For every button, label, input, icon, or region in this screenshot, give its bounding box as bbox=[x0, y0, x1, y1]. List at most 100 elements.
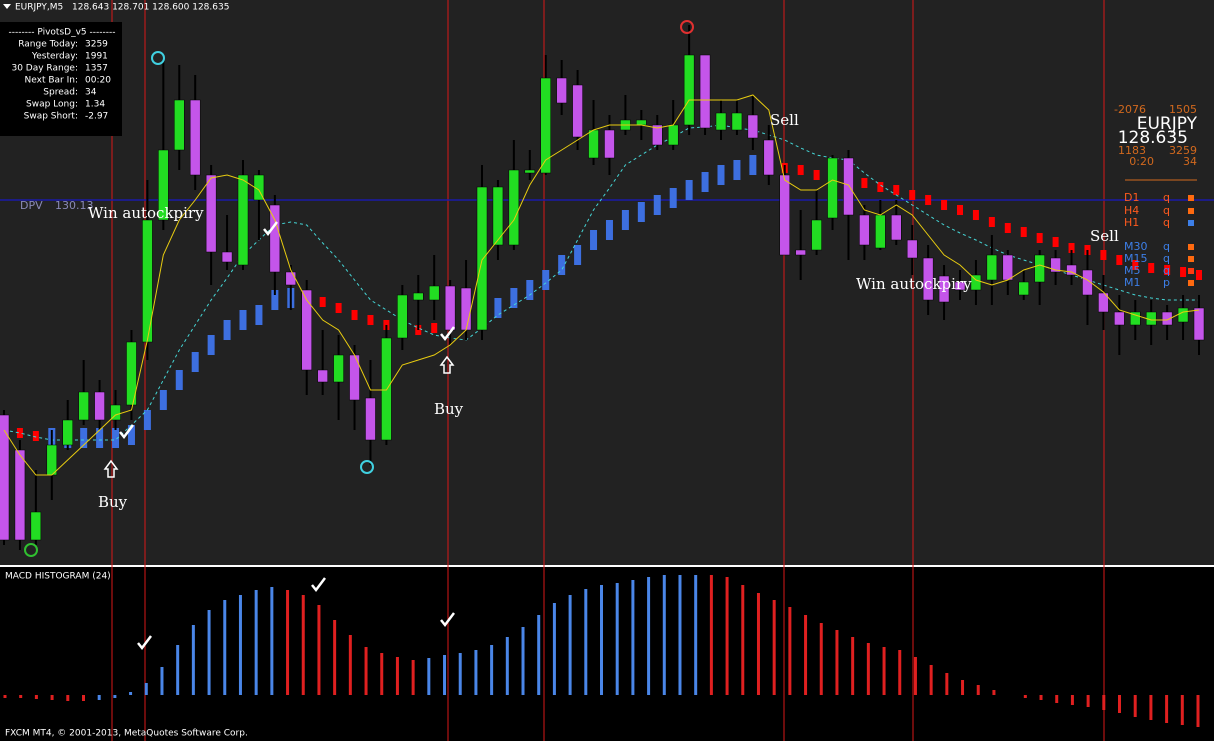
pivot-value: 1991 bbox=[85, 52, 108, 62]
buy-label: Buy bbox=[434, 400, 464, 418]
trend-block bbox=[542, 270, 550, 290]
sell-label: Sell bbox=[770, 111, 799, 129]
slow-line bbox=[3, 124, 1199, 441]
info-spread: 34 bbox=[1183, 155, 1197, 168]
timeframe-box bbox=[1188, 268, 1194, 274]
symbol: EURJPY,M5 bbox=[15, 3, 63, 13]
candle-body bbox=[811, 219, 822, 251]
candle-body bbox=[158, 149, 169, 221]
pivot-label: Spread: bbox=[43, 88, 78, 98]
sell-label: Sell bbox=[1090, 227, 1119, 245]
checkmark bbox=[440, 326, 455, 342]
candle-body bbox=[875, 214, 886, 249]
signal-circle bbox=[24, 543, 38, 557]
trend-block bbox=[255, 305, 263, 325]
trend-block bbox=[621, 210, 629, 230]
candle-body bbox=[827, 157, 838, 219]
signal-circle bbox=[680, 20, 694, 34]
candle-body bbox=[683, 54, 695, 126]
trend-block bbox=[96, 428, 104, 448]
trend-block bbox=[1036, 233, 1043, 243]
candle-body bbox=[0, 414, 10, 541]
timeframe-box bbox=[1188, 220, 1194, 226]
candle-body bbox=[556, 77, 567, 104]
timeframe-label: H1 bbox=[1124, 216, 1139, 229]
info-value: -2076 bbox=[1114, 103, 1146, 116]
candle-body bbox=[731, 112, 743, 131]
candle-body bbox=[938, 275, 950, 303]
trend-block bbox=[558, 255, 566, 275]
candle-body bbox=[652, 124, 663, 146]
marks: DPV 130.13 bbox=[0, 25, 1214, 727]
pivot-value: 1.34 bbox=[85, 100, 105, 110]
checkmark bbox=[263, 221, 278, 237]
trend-block bbox=[239, 310, 247, 330]
info-timer: 0:20 bbox=[1129, 155, 1154, 168]
timeframe-label: D1 bbox=[1124, 191, 1139, 204]
pivots-title: -------- PivotsD_v5 -------- bbox=[9, 28, 116, 38]
trend-block bbox=[1116, 255, 1123, 265]
macd-pane bbox=[0, 567, 1214, 741]
trend-block bbox=[335, 303, 342, 313]
trend-block bbox=[1132, 260, 1139, 270]
timeframe-label: H4 bbox=[1124, 204, 1139, 217]
checkmarks bbox=[119, 221, 455, 651]
trend-block bbox=[191, 352, 199, 372]
candle-body bbox=[397, 294, 408, 339]
trend-block bbox=[1196, 270, 1202, 280]
win-label: Win autockpiry bbox=[88, 204, 204, 222]
trend-block bbox=[112, 428, 120, 448]
timeframe-signal: q bbox=[1163, 216, 1170, 229]
timeframe-box bbox=[1188, 208, 1194, 214]
checkmark bbox=[119, 424, 134, 440]
candle-body bbox=[859, 214, 870, 246]
candle-body bbox=[365, 397, 376, 441]
pivot-value: 3259 bbox=[85, 40, 108, 50]
trend-block bbox=[367, 315, 374, 325]
menu-arrow bbox=[3, 4, 11, 9]
candle-body bbox=[62, 419, 73, 446]
trend-block bbox=[941, 200, 948, 210]
pivot-label: Swap Long: bbox=[26, 100, 78, 110]
dpv-value: 130.13 bbox=[55, 199, 94, 212]
candle-body bbox=[333, 354, 344, 383]
candle-body bbox=[572, 84, 583, 138]
timeframe-signal: q bbox=[1163, 191, 1170, 204]
trend-block bbox=[32, 431, 39, 441]
checkmark bbox=[137, 635, 152, 651]
timeframe-rows: D1 q H4 q H1 q M30 q M15 q M5 q M1 p bbox=[1124, 191, 1194, 289]
trend-block bbox=[494, 298, 502, 318]
trend-block bbox=[207, 335, 215, 355]
win-label: Win autockpiry bbox=[856, 275, 972, 293]
pivot-value: 00:20 bbox=[85, 76, 111, 86]
fast-line bbox=[3, 94, 1200, 476]
pivots-panel bbox=[0, 22, 122, 136]
info-value: 1183 bbox=[1118, 144, 1146, 157]
trend-block bbox=[893, 185, 900, 195]
timeframe-label: M5 bbox=[1124, 264, 1141, 277]
trend-block bbox=[1068, 243, 1075, 253]
candle-body bbox=[747, 114, 759, 139]
main-pane bbox=[0, 0, 1214, 565]
candle-body bbox=[285, 271, 297, 286]
candle-body bbox=[253, 174, 265, 201]
info-value: 3259 bbox=[1169, 144, 1197, 157]
candle-body bbox=[588, 129, 599, 159]
buy-arrow bbox=[103, 459, 119, 478]
signal-circle bbox=[360, 460, 374, 474]
pivot-value: -2.97 bbox=[85, 112, 108, 122]
candle-body bbox=[604, 129, 615, 159]
candle-body bbox=[1002, 254, 1014, 281]
trend-block bbox=[605, 220, 613, 240]
candle-body bbox=[1050, 257, 1061, 273]
trend-block bbox=[271, 290, 279, 310]
annotations: Win autockpiry Win autockpiry Buy Buy Se… bbox=[24, 20, 1119, 651]
candle-body bbox=[413, 292, 424, 301]
candle-body bbox=[126, 341, 137, 406]
candle-body bbox=[1161, 311, 1173, 326]
buy-arrows bbox=[103, 355, 455, 478]
candle-body bbox=[1034, 254, 1045, 283]
candle-body bbox=[30, 511, 42, 541]
candle-body bbox=[779, 174, 790, 256]
trend-block bbox=[223, 320, 231, 340]
